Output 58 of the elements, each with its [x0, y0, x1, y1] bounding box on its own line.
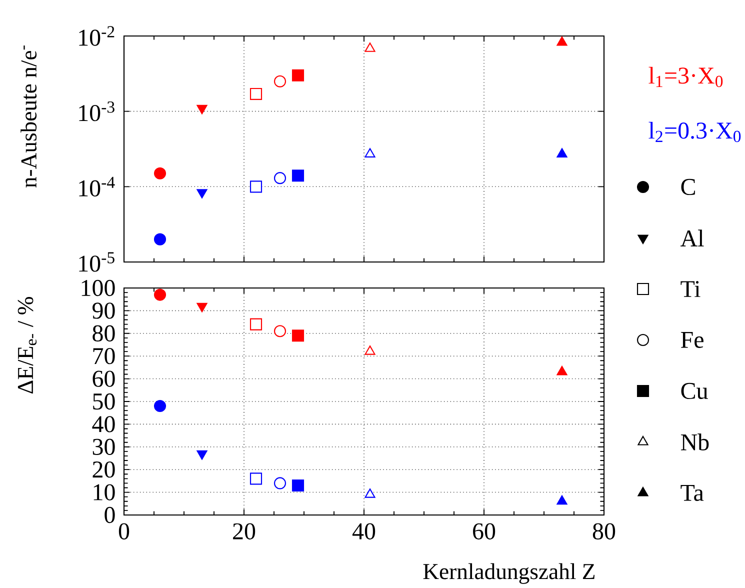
- y-tick-label: 80: [92, 325, 115, 342]
- x-tick-label: 60: [473, 523, 496, 540]
- y-axis-title: ΔE/E$_{e-}$ / %: [18, 297, 37, 394]
- y-tick-label: 10$^{-3}$: [79, 101, 114, 122]
- point: [556, 495, 568, 505]
- y-tick-label: 30: [92, 438, 115, 455]
- y-tick-label: 10$^{-4}$: [79, 176, 115, 196]
- point: [292, 479, 304, 492]
- y-tick-label: 0: [104, 506, 115, 524]
- point: [364, 148, 376, 158]
- point: [364, 346, 376, 355]
- point: [274, 75, 286, 88]
- point: [250, 88, 262, 100]
- y-tick-label: 20: [92, 461, 115, 478]
- text: Ti: [680, 281, 700, 297]
- y-tick-label: 60: [92, 370, 115, 387]
- y-tick-label: 10$^{-2}$: [79, 26, 114, 46]
- y-tick-label: 40: [92, 416, 115, 432]
- point: [154, 167, 166, 180]
- point: [196, 189, 208, 198]
- point: [196, 302, 208, 312]
- point: [292, 330, 304, 342]
- point: [154, 400, 166, 412]
- point: [556, 36, 568, 46]
- point: [154, 233, 166, 246]
- text: Al: [680, 230, 704, 246]
- point: [556, 366, 568, 376]
- point: [364, 42, 376, 52]
- point: [292, 170, 304, 182]
- y-tick-label: 100: [82, 280, 115, 296]
- point: [556, 148, 568, 158]
- point: [250, 472, 262, 485]
- text: C: [681, 178, 695, 196]
- text: Ta: [680, 485, 704, 501]
- text: l$_{2}$=0.3·X$_{0}$: [648, 122, 741, 142]
- point: [274, 325, 286, 338]
- point: [274, 172, 286, 184]
- y-tick-label: 50: [93, 393, 115, 410]
- y-tick-label: 10$^{-5}$: [79, 252, 114, 272]
- x-tick-label: 0: [118, 523, 130, 540]
- y-axis-title: n-Ausbeute n/e$^{-}$: [20, 46, 37, 188]
- point: [154, 288, 166, 301]
- text: Fe: [680, 332, 704, 348]
- y-tick-label: 10: [94, 484, 115, 500]
- y-tick-label: 70: [93, 348, 115, 364]
- text: Cu: [681, 382, 708, 400]
- text: l$_{1}$=3·X$_{0}$: [648, 66, 723, 88]
- point: [292, 69, 304, 82]
- point: [364, 488, 376, 498]
- point: [274, 477, 286, 490]
- y-tick-label: 90: [92, 302, 115, 319]
- point: [250, 180, 262, 193]
- x-tick-label: 80: [592, 523, 616, 540]
- x-tick-label: 40: [352, 523, 376, 540]
- x-tick-label: 20: [233, 523, 256, 540]
- x-axis-title: Kernladungszahl Z: [423, 563, 594, 584]
- text: Nb: [680, 434, 709, 450]
- point: [250, 318, 262, 330]
